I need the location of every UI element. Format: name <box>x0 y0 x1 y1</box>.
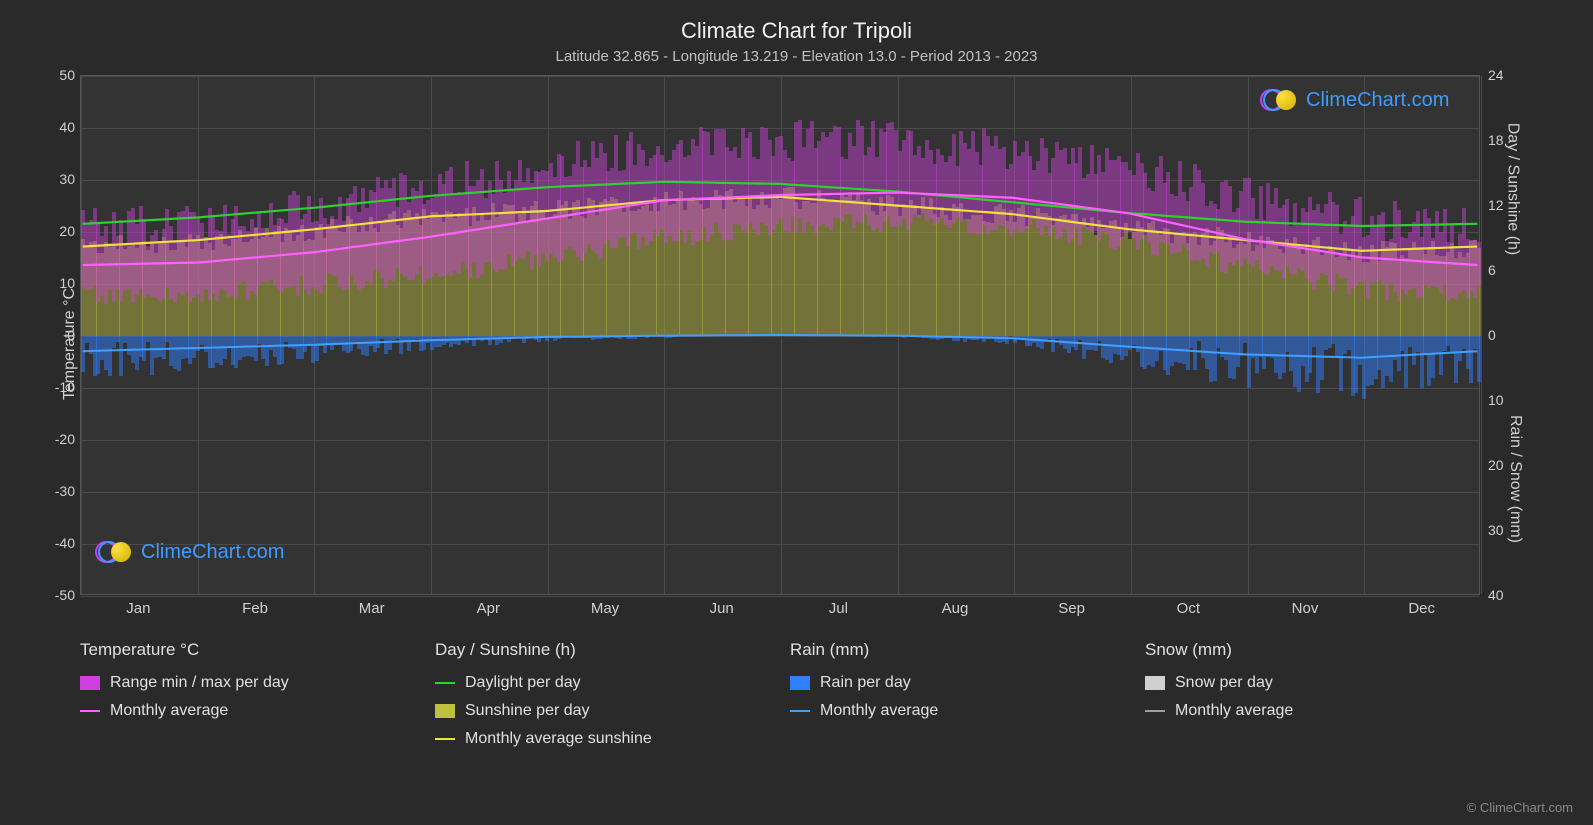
legend-label: Monthly average <box>820 702 938 720</box>
legend-swatch-icon <box>790 676 810 690</box>
y-tick-left: -20 <box>35 431 75 447</box>
y-axis-right-bottom-label: Rain / Snow (mm) <box>1506 415 1524 543</box>
y-tick-left: 30 <box>35 171 75 187</box>
legend-line-icon <box>435 682 455 684</box>
legend-item[interactable]: Monthly average <box>790 702 1125 720</box>
legend-label: Rain per day <box>820 674 911 692</box>
watermark-bottom-left: ClimeChart.com <box>95 540 284 564</box>
legend-item[interactable]: Range min / max per day <box>80 674 415 692</box>
legend-line-icon <box>790 710 810 712</box>
legend-label: Monthly average <box>1175 702 1293 720</box>
legend-item[interactable]: Daylight per day <box>435 674 770 692</box>
legend-line-icon <box>1145 710 1165 712</box>
y-tick-left: -40 <box>35 535 75 551</box>
plot-area <box>80 75 1480 595</box>
x-tick-month: Dec <box>1408 600 1435 617</box>
x-tick-month: Sep <box>1058 600 1085 617</box>
y-tick-left: -30 <box>35 483 75 499</box>
watermark-top-right: ClimeChart.com <box>1260 88 1449 112</box>
legend-item[interactable]: Monthly average <box>1145 702 1480 720</box>
y-tick-right: 40 <box>1488 587 1504 603</box>
x-tick-month: Apr <box>477 600 500 617</box>
legend-label: Monthly average <box>110 702 228 720</box>
legend-line-icon <box>80 710 100 712</box>
y-tick-left: 50 <box>35 67 75 83</box>
legend-swatch-icon <box>1145 676 1165 690</box>
x-tick-month: Oct <box>1177 600 1200 617</box>
y-tick-right: 30 <box>1488 522 1504 538</box>
copyright-text: © ClimeChart.com <box>1467 800 1573 815</box>
legend-item[interactable]: Monthly average <box>80 702 415 720</box>
watermark-text: ClimeChart.com <box>1306 89 1449 112</box>
legend-daylight: Day / Sunshine (h) Daylight per day Sunsh… <box>435 640 770 758</box>
x-tick-month: Aug <box>942 600 969 617</box>
x-tick-month: Jun <box>710 600 734 617</box>
legend-item[interactable]: Snow per day <box>1145 674 1480 692</box>
y-axis-right-top-label: Day / Sunshine (h) <box>1504 123 1522 256</box>
x-tick-month: Feb <box>242 600 268 617</box>
x-tick-month: Mar <box>359 600 385 617</box>
legend-title: Temperature °C <box>80 640 415 660</box>
legend-temperature: Temperature °C Range min / max per day Mo… <box>80 640 415 758</box>
y-tick-right: 12 <box>1488 197 1504 213</box>
legend-item[interactable]: Rain per day <box>790 674 1125 692</box>
legend-swatch-icon <box>435 704 455 718</box>
legend-label: Range min / max per day <box>110 674 289 692</box>
legend-rain: Rain (mm) Rain per day Monthly average <box>790 640 1125 758</box>
watermark-text: ClimeChart.com <box>141 541 284 564</box>
legend-snow: Snow (mm) Snow per day Monthly average <box>1145 640 1480 758</box>
y-tick-right: 10 <box>1488 392 1504 408</box>
chart-title: Climate Chart for Tripoli <box>0 0 1593 44</box>
legend-item[interactable]: Monthly average sunshine <box>435 730 770 748</box>
x-tick-month: May <box>591 600 619 617</box>
x-tick-month: Jan <box>126 600 150 617</box>
y-axis-left-label: Temperature °C <box>61 288 79 400</box>
y-tick-right: 20 <box>1488 457 1504 473</box>
x-tick-month: Nov <box>1292 600 1319 617</box>
legend-item[interactable]: Sunshine per day <box>435 702 770 720</box>
y-tick-right: 24 <box>1488 67 1504 83</box>
legend-line-icon <box>435 738 455 740</box>
legend-label: Daylight per day <box>465 674 581 692</box>
y-tick-right: 18 <box>1488 132 1504 148</box>
legend-label: Monthly average sunshine <box>465 730 652 748</box>
legend-title: Snow (mm) <box>1145 640 1480 660</box>
y-tick-right: 0 <box>1488 327 1496 343</box>
y-tick-right: 6 <box>1488 262 1496 278</box>
climate-chart: Climate Chart for Tripoli Latitude 32.86… <box>0 0 1593 825</box>
legend-label: Sunshine per day <box>465 702 590 720</box>
y-tick-left: 20 <box>35 223 75 239</box>
legend-swatch-icon <box>80 676 100 690</box>
legend: Temperature °C Range min / max per day Mo… <box>80 640 1480 758</box>
legend-title: Day / Sunshine (h) <box>435 640 770 660</box>
climechart-logo-icon <box>95 540 135 564</box>
legend-title: Rain (mm) <box>790 640 1125 660</box>
y-tick-left: -50 <box>35 587 75 603</box>
legend-label: Snow per day <box>1175 674 1273 692</box>
y-tick-left: 40 <box>35 119 75 135</box>
climechart-logo-icon <box>1260 88 1300 112</box>
x-tick-month: Jul <box>829 600 848 617</box>
chart-subtitle: Latitude 32.865 - Longitude 13.219 - Ele… <box>0 44 1593 65</box>
